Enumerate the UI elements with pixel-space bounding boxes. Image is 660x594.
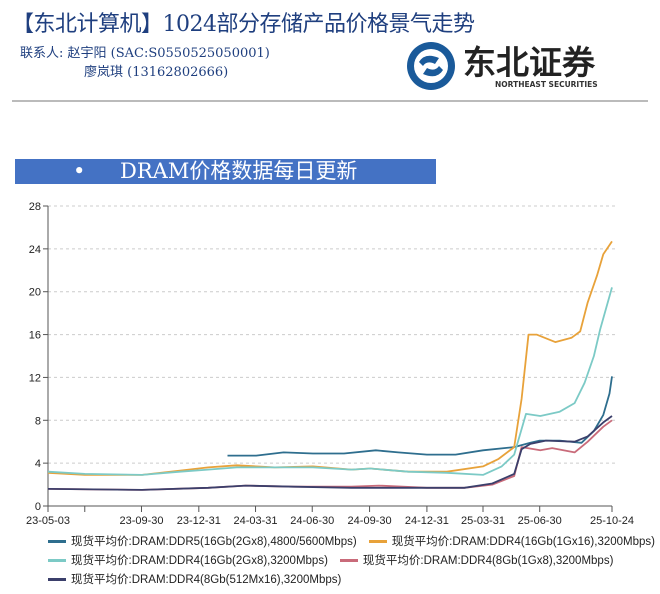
legend-item: 现货平均价:DRAM:DDR4(16Gb(2Gx8),3200Mbps) [48,552,328,568]
legend-label: 现货平均价:DRAM:DDR4(16Gb(2Gx8),3200Mbps) [71,555,328,567]
y-tick-label: 16 [29,330,41,342]
contact-block: 联系人: 赵宇阳 (SAC:S0550525050001) 廖岚琪 (13162… [20,44,270,82]
x-tick-label: 25-10-24 [590,515,634,525]
legend-item: 现货平均价:DRAM:DDR4(8Gb(512Mx16),3200Mbps) [48,571,341,587]
legend-swatch [48,578,66,582]
y-tick-label: 4 [35,458,41,470]
x-tick-label: 24-12-31 [405,515,449,525]
x-tick-label: 24-09-30 [348,515,392,525]
contact-label: 联系人: [20,46,64,61]
legend-row: 现货平均价:DRAM:DDR4(16Gb(2Gx8),3200Mbps) 现货平均… [48,552,660,571]
x-tick-label: 23-09-30 [119,515,163,525]
legend-row: 现货平均价:DRAM:DDR5(16Gb(2Gx8),4800/5600Mbps… [48,533,660,552]
header-divider [12,100,648,102]
series-line-4 [47,415,613,491]
legend-swatch [48,559,66,563]
bullet-icon: • [73,159,86,183]
contact-2: 廖岚琪 (13162802666) [84,65,229,80]
legend-label: 现货平均价:DRAM:DDR5(16Gb(2Gx8),4800/5600Mbps… [71,536,357,548]
legend-label: 现货平均价:DRAM:DDR4(16Gb(1Gx16),3200Mbps) [391,536,655,548]
chart-legend: 现货平均价:DRAM:DDR5(16Gb(2Gx8),4800/5600Mbps… [48,533,660,590]
legend-swatch [48,540,66,544]
x-tick-label: 24-06-30 [290,515,334,525]
y-tick-label: 0 [35,501,41,513]
legend-swatch [339,559,358,563]
x-tick-label: 24-03-31 [234,515,278,525]
report-title: 【东北计算机】1024部分存储产品价格景气走势 [12,12,475,37]
dram-price-chart: 0 4 8 12 16 20 24 28 23-05-03 23-09-30 23-12-31 24-… [26,201,634,525]
legend-label: 现货平均价:DRAM:DDR4(8Gb(512Mx16),3200Mbps) [71,574,342,586]
logo-subtext: NORTHEAST SECURITIES [495,80,598,89]
x-tick-label: 25-06-30 [518,515,562,525]
legend-item: 现货平均价:DRAM:DDR4(16Gb(1Gx16),3200Mbps) [368,533,655,549]
series-line-1 [47,240,613,476]
legend-label: 现货平均价:DRAM:DDR4(8Gb(1Gx8),3200Mbps) [362,555,614,567]
legend-row: 现货平均价:DRAM:DDR4(8Gb(512Mx16),3200Mbps) [48,571,660,590]
northeast-securities-logo: 东北证券 NORTHEAST SECURITIES [407,42,598,90]
y-tick-label: 20 [29,287,41,299]
legend-swatch [368,540,387,544]
legend-item: 现货平均价:DRAM:DDR5(16Gb(2Gx8),4800/5600Mbps… [48,533,357,549]
y-tick-label: 8 [35,415,41,427]
series-line-2 [47,287,613,476]
y-tick-label: 24 [29,244,41,256]
logo-text: 东北证券 [463,43,596,82]
series-line-3 [47,419,613,491]
y-tick-label: 12 [29,372,41,384]
y-tick-label: 28 [29,201,41,213]
contact-1: 赵宇阳 (SAC:S0550525050001) [67,46,270,61]
x-tick-label: 25-03-31 [461,515,505,525]
section-banner: • DRAM价格数据每日更新 [15,159,436,184]
banner-text: DRAM价格数据每日更新 [120,159,358,183]
legend-item: 现货平均价:DRAM:DDR4(8Gb(1Gx8),3200Mbps) [339,552,614,568]
series-line-0 [227,376,613,457]
x-tick-label: 23-12-31 [177,515,221,525]
x-tick-label: 23-05-03 [26,515,70,525]
